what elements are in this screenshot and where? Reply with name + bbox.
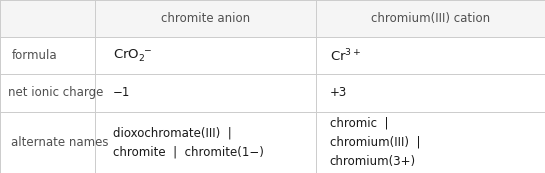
Text: −1: −1 <box>113 86 130 99</box>
Text: chromic  |
chromium(III)  |
chromium(3+): chromic | chromium(III) | chromium(3+) <box>330 117 420 168</box>
Text: dioxochromate(III)  |
chromite  |  chromite(1−): dioxochromate(III) | chromite | chromite… <box>113 126 264 158</box>
Text: +3: +3 <box>330 86 347 99</box>
Text: net ionic charge: net ionic charge <box>8 86 103 99</box>
Text: chromium(III) cation: chromium(III) cation <box>371 12 490 25</box>
Text: chromite anion: chromite anion <box>161 12 250 25</box>
Text: Cr$^{3+}$: Cr$^{3+}$ <box>330 48 361 64</box>
Bar <box>0 0 545 37</box>
Text: formula: formula <box>11 49 57 62</box>
Text: CrO$_2^{\ -}$: CrO$_2^{\ -}$ <box>113 48 152 64</box>
Text: alternate names: alternate names <box>11 136 109 149</box>
